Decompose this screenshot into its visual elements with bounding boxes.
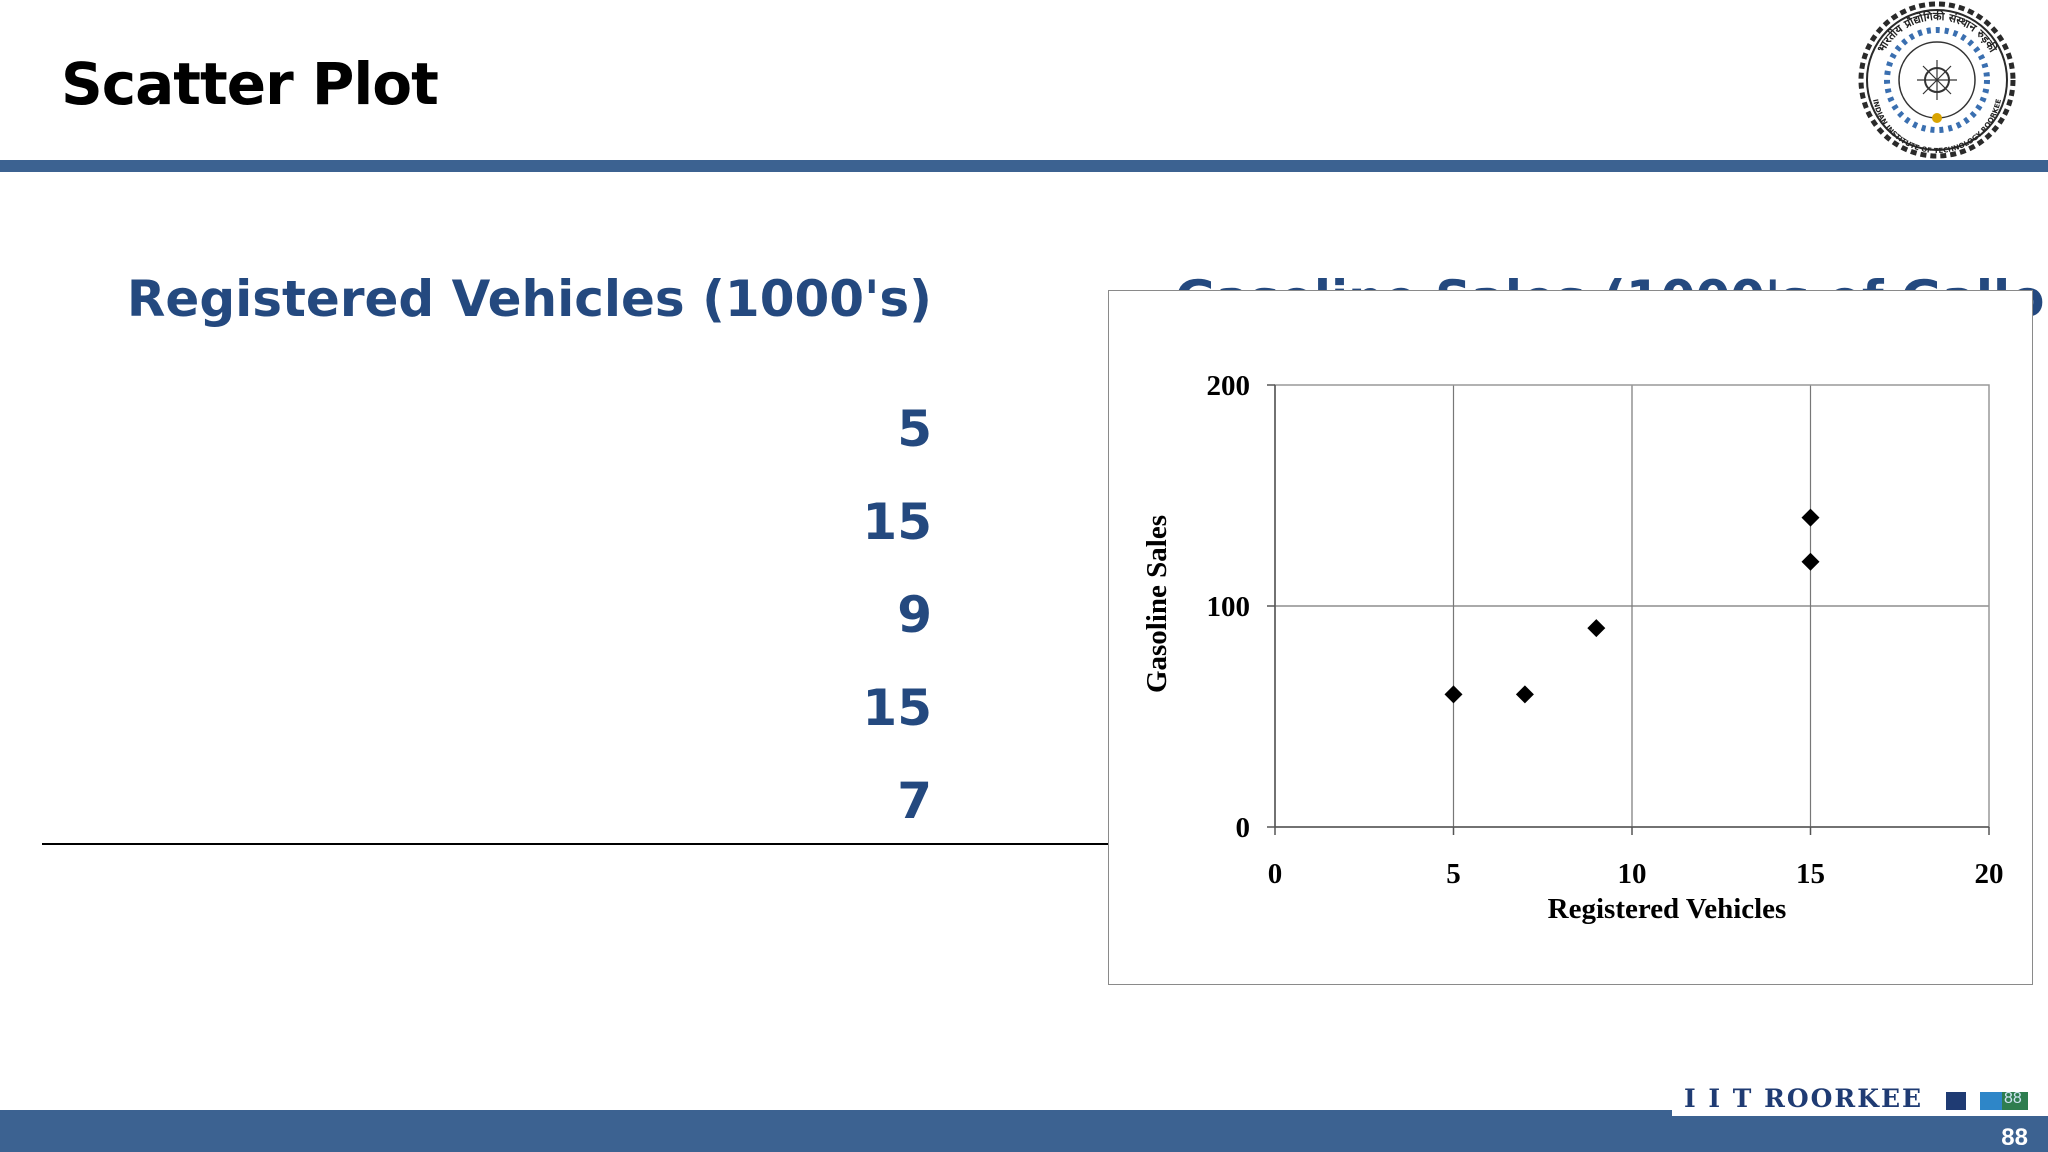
y-axis-label: Gasoline Sales (1141, 515, 1173, 693)
y-tick-label: 0 (1236, 812, 1251, 844)
table-cell: 15 (862, 493, 932, 551)
footer-brand-text: I I T ROORKEE (1684, 1084, 1924, 1113)
x-tick-label: 5 (1446, 858, 1461, 890)
title-divider (0, 160, 2048, 172)
scatter-chart: 0 5 10 15 20 0 100 200 Registered Vehicles Gaso… (1108, 290, 2033, 985)
x-tick-label: 10 (1618, 858, 1647, 890)
table-cell: 7 (897, 772, 932, 830)
page-number: 88 (2001, 1124, 2028, 1151)
table-cell: 5 (897, 400, 932, 458)
data-point (1444, 685, 1463, 704)
x-axis-label: Registered Vehicles (1548, 893, 1787, 925)
data-point (1515, 685, 1534, 704)
footer-brand: I I T ROORKEE 88 (1672, 1082, 2048, 1116)
x-tick-label: 15 (1796, 858, 1825, 890)
data-point (1801, 508, 1820, 527)
x-tick-label: 0 (1268, 858, 1283, 890)
table-cell: 9 (897, 586, 932, 644)
footer-square-icon (1946, 1092, 1966, 1110)
x-tick-label: 20 (1975, 858, 2004, 890)
footer-square-icon (1980, 1092, 2002, 1110)
y-tick-label: 200 (1207, 370, 1251, 402)
data-point (1801, 552, 1820, 571)
slide-title: Scatter Plot (61, 50, 439, 118)
iit-roorkee-logo: भारतीय प्रौद्योगिकी संस्थान रुड़की INDIA… (1858, 1, 2016, 159)
registered-vehicles-column: 5 15 9 15 7 (532, 392, 932, 857)
table-header-registered-vehicles: Registered Vehicles (1000's) (126, 270, 932, 328)
footer-mini-number: 88 (2004, 1090, 2022, 1107)
footer-square-icon (2002, 1092, 2028, 1110)
y-tick-label: 100 (1207, 591, 1251, 623)
table-cell: 15 (862, 679, 932, 737)
footer-bar (0, 1110, 2048, 1152)
data-point (1587, 619, 1606, 638)
table-bottom-rule (42, 843, 1112, 845)
